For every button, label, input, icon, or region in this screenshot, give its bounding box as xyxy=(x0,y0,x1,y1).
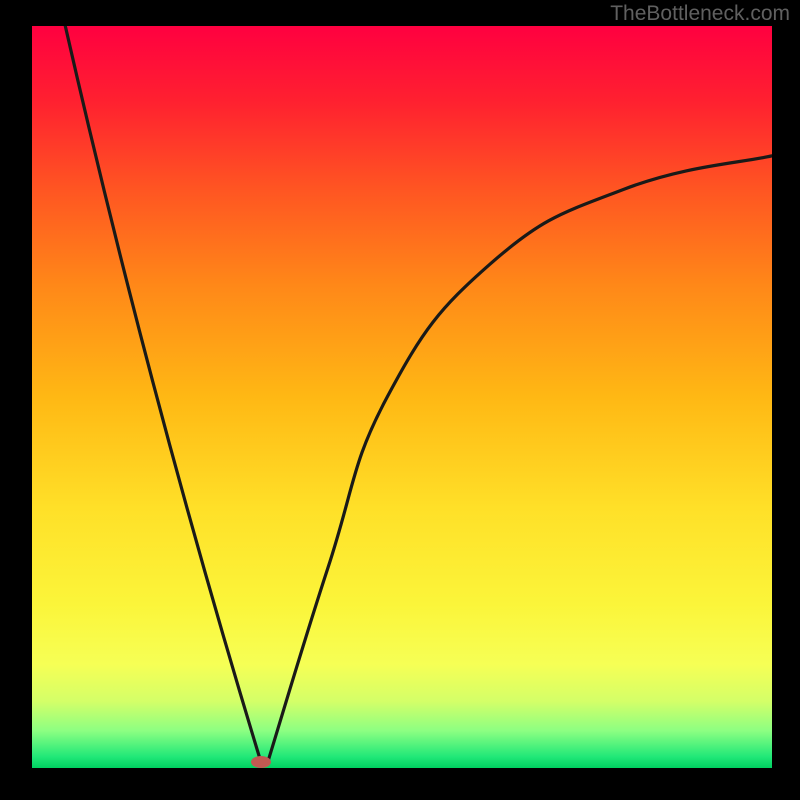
watermark-text: TheBottleneck.com xyxy=(610,2,790,26)
plot-area xyxy=(32,26,772,768)
bottleneck-curve xyxy=(32,26,772,768)
chart-container: TheBottleneck.com xyxy=(0,0,800,800)
